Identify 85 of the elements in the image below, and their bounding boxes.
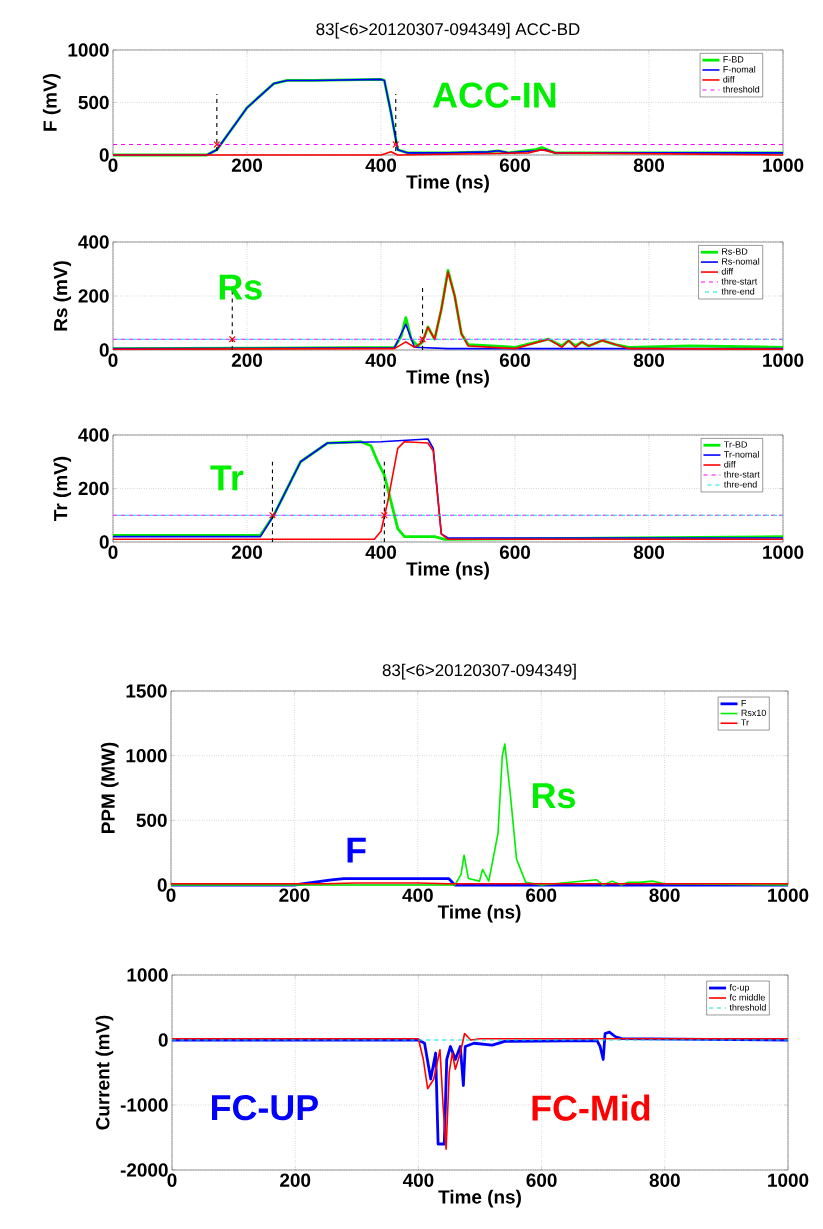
legend-label: F-nomal <box>723 65 756 73</box>
y-tick-label: 400 <box>78 235 109 249</box>
y-axis-title: Tr (mV) <box>53 456 72 521</box>
x-tick-label: 200 <box>279 888 310 902</box>
y-tick-label: 500 <box>78 95 109 110</box>
y-tick-label: -2000 <box>120 1163 168 1177</box>
x-tick-label: 800 <box>633 353 665 367</box>
x-tick-label: 600 <box>499 545 531 559</box>
y-tick-label: -1000 <box>120 1098 168 1112</box>
legend-label: thre-end <box>721 288 755 295</box>
legend-label: F <box>741 700 747 707</box>
legend-label: Tr-BD <box>724 441 747 448</box>
x-tick-label: 400 <box>402 1173 434 1187</box>
x-axis-title: Time (ns) <box>406 369 489 388</box>
legend-label: Rsx10 <box>741 709 766 717</box>
y-tick-label: 1500 <box>126 684 167 698</box>
legend-label: Tr-nomal <box>724 451 759 458</box>
x-tick-label: 200 <box>231 353 263 367</box>
legend-label: thre-start <box>723 471 760 478</box>
y-tick-label: 1000 <box>127 968 168 982</box>
x-axis-title: Time (ns) <box>438 1189 521 1208</box>
legend-label: thre-start <box>721 278 758 285</box>
legend-label: diff <box>724 461 736 468</box>
y-tick-label: 0 <box>99 148 109 162</box>
x-axis-title: Time (ns) <box>406 174 489 193</box>
legend-label: threshold <box>722 85 760 93</box>
y-tick-label: 0 <box>157 878 167 892</box>
annotation: Rs <box>219 274 262 300</box>
x-tick-label: 1000 <box>763 353 804 367</box>
x-tick-label: 1000 <box>768 1173 809 1187</box>
legend-label: diff <box>723 75 735 83</box>
legend-label: Rs-BD <box>722 248 748 255</box>
x-tick-label: 0 <box>108 545 118 559</box>
x-tick-label: 0 <box>108 353 118 367</box>
annotation: Tr <box>210 465 244 491</box>
y-tick-label: 1000 <box>126 748 167 763</box>
legend-label: diff <box>721 268 734 275</box>
y-tick-label: 0 <box>99 535 109 549</box>
x-tick-label: 200 <box>280 1173 311 1187</box>
x-tick-label: 600 <box>526 1173 557 1187</box>
y-tick-label: 200 <box>78 481 109 496</box>
legend-label: thre-end <box>723 481 757 488</box>
y-tick-label: 200 <box>78 289 109 303</box>
annotation: FC-UP <box>212 1094 318 1121</box>
x-tick-label: 400 <box>365 353 397 367</box>
x-tick-label: 1000 <box>763 158 804 172</box>
x-tick-label: 600 <box>499 353 531 367</box>
y-axis-title: Rs (mV) <box>53 261 72 331</box>
x-tick-label: 400 <box>365 545 397 559</box>
annotation: ACC-IN <box>433 82 556 108</box>
x-tick-label: 800 <box>633 545 665 559</box>
y-tick-label: 0 <box>158 1033 168 1047</box>
legend-label: fc middle <box>729 994 765 1001</box>
x-tick-label: 800 <box>633 158 665 172</box>
y-axis-title: F (mV) <box>42 74 61 131</box>
x-tick-label: 400 <box>365 158 397 172</box>
y-axis-title: PPM (MW) <box>100 742 119 833</box>
legend-label: F-BD <box>723 56 744 63</box>
annotation: FC-Mid <box>532 1094 650 1121</box>
x-tick-label: 0 <box>108 158 118 172</box>
annotation: F <box>347 837 366 863</box>
x-tick-label: 1000 <box>763 545 804 559</box>
x-tick-label: 200 <box>231 158 263 172</box>
chart-title: 83[<6>20120307-094349] ACC-BD <box>316 22 580 39</box>
x-tick-label: 200 <box>231 545 263 559</box>
annotation: Rs <box>533 783 575 809</box>
x-axis-title: Time (ns) <box>406 561 489 580</box>
y-tick-label: 0 <box>99 343 109 357</box>
legend-label: fc-up <box>729 984 750 993</box>
y-axis-title: Current (mV) <box>95 1015 114 1130</box>
x-tick-label: 0 <box>167 1173 177 1187</box>
legend-label: threshold <box>729 1003 766 1011</box>
x-tick-label: 600 <box>499 158 531 172</box>
y-tick-label: 1000 <box>68 43 109 57</box>
x-tick-label: 400 <box>402 888 433 902</box>
x-tick-label: 800 <box>649 1173 680 1187</box>
x-tick-label: 800 <box>649 888 680 902</box>
chart-title: 83[<6>20120307-094349] <box>382 663 576 680</box>
y-tick-label: 400 <box>78 428 109 442</box>
x-axis-title: Time (ns) <box>437 904 521 923</box>
legend-label: Tr <box>741 719 749 726</box>
x-tick-label: 1000 <box>768 888 809 902</box>
y-tick-label: 500 <box>136 813 167 828</box>
x-tick-label: 600 <box>526 888 557 902</box>
legend-label: Rs-nomal <box>722 258 760 265</box>
